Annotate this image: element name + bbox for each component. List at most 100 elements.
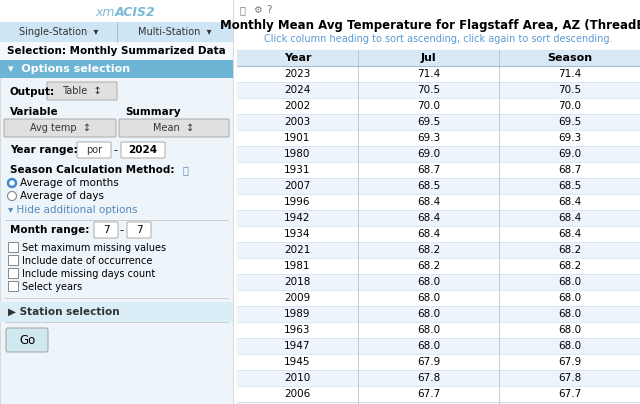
Text: 68.0: 68.0 [417,293,440,303]
Text: Variable: Variable [10,107,59,117]
Text: 💾: 💾 [240,5,246,15]
Text: 69.0: 69.0 [417,149,440,159]
FancyBboxPatch shape [237,50,640,66]
Text: Jul: Jul [420,53,436,63]
Text: 2007: 2007 [284,181,310,191]
FancyBboxPatch shape [0,0,233,404]
Circle shape [10,181,14,185]
Text: 67.9: 67.9 [417,357,440,367]
Text: ⓘ: ⓘ [183,165,189,175]
FancyBboxPatch shape [4,119,116,137]
Text: 2024: 2024 [284,85,310,95]
Text: 7: 7 [102,225,109,235]
FancyBboxPatch shape [237,386,640,402]
FancyBboxPatch shape [237,226,640,242]
Text: 68.5: 68.5 [417,181,440,191]
Text: Set maximum missing values: Set maximum missing values [22,243,166,253]
FancyBboxPatch shape [237,402,640,404]
Text: 1901: 1901 [284,133,310,143]
Text: 68.0: 68.0 [558,293,581,303]
Text: Go: Go [19,333,35,347]
Text: Select years: Select years [22,282,82,292]
FancyBboxPatch shape [237,146,640,162]
Text: 1981: 1981 [284,261,310,271]
FancyBboxPatch shape [237,306,640,322]
Text: 68.2: 68.2 [558,261,581,271]
Text: 69.0: 69.0 [558,149,581,159]
Text: Avg temp  ↕: Avg temp ↕ [29,123,90,133]
FancyBboxPatch shape [127,222,151,238]
FancyBboxPatch shape [121,142,165,158]
FancyBboxPatch shape [237,130,640,146]
Text: ?: ? [266,5,271,15]
Text: 71.4: 71.4 [558,69,581,79]
Text: 69.3: 69.3 [558,133,581,143]
Text: 68.0: 68.0 [558,325,581,335]
FancyBboxPatch shape [237,258,640,274]
Text: 70.0: 70.0 [558,101,581,111]
Text: 69.5: 69.5 [417,117,440,127]
Text: 68.7: 68.7 [558,165,581,175]
FancyBboxPatch shape [237,210,640,226]
Text: Click column heading to sort ascending, click again to sort descending.: Click column heading to sort ascending, … [264,34,612,44]
Text: 68.4: 68.4 [417,229,440,239]
Text: 70.0: 70.0 [417,101,440,111]
Text: 1989: 1989 [284,309,310,319]
Text: 2006: 2006 [284,389,310,399]
Text: Monthly Mean Avg Temperature for Flagstaff Area, AZ (ThreadEx): Monthly Mean Avg Temperature for Flagsta… [220,19,640,32]
FancyBboxPatch shape [8,255,18,265]
FancyBboxPatch shape [0,302,233,322]
Text: Season: Season [547,53,592,63]
Text: Include date of occurrence: Include date of occurrence [22,256,152,266]
Text: -: - [119,225,123,235]
Text: 70.5: 70.5 [558,85,581,95]
Text: Average of months: Average of months [20,178,119,188]
FancyBboxPatch shape [8,242,18,252]
FancyBboxPatch shape [237,50,640,404]
Text: 69.5: 69.5 [558,117,581,127]
Text: -: - [113,145,117,155]
Text: 68.2: 68.2 [417,245,440,255]
Text: 67.7: 67.7 [558,389,581,399]
Circle shape [8,179,17,187]
Text: Season Calculation Method:: Season Calculation Method: [10,165,175,175]
Text: 68.4: 68.4 [417,213,440,223]
FancyBboxPatch shape [237,274,640,290]
Text: 1947: 1947 [284,341,310,351]
Text: xm: xm [95,6,115,19]
Text: 1931: 1931 [284,165,310,175]
Text: 68.0: 68.0 [558,277,581,287]
Text: 68.5: 68.5 [558,181,581,191]
FancyBboxPatch shape [237,114,640,130]
Text: Year range:: Year range: [10,145,77,155]
FancyBboxPatch shape [237,98,640,114]
Text: Average of days: Average of days [20,191,104,201]
FancyBboxPatch shape [0,60,233,78]
FancyBboxPatch shape [8,268,18,278]
FancyBboxPatch shape [0,22,233,42]
FancyBboxPatch shape [237,178,640,194]
FancyBboxPatch shape [0,0,233,22]
Text: Multi-Station  ▾: Multi-Station ▾ [138,27,211,37]
Text: 2024: 2024 [129,145,157,155]
Text: 68.2: 68.2 [558,245,581,255]
FancyBboxPatch shape [237,290,640,306]
FancyBboxPatch shape [119,119,229,137]
Text: 68.4: 68.4 [558,197,581,207]
Text: ⚙: ⚙ [253,5,262,15]
Text: 68.4: 68.4 [558,229,581,239]
Text: 1945: 1945 [284,357,310,367]
FancyBboxPatch shape [237,338,640,354]
Text: 67.9: 67.9 [558,357,581,367]
Text: 1942: 1942 [284,213,310,223]
Text: 68.4: 68.4 [558,213,581,223]
Text: 2009: 2009 [284,293,310,303]
Text: Output:: Output: [10,87,55,97]
Text: 69.3: 69.3 [417,133,440,143]
FancyBboxPatch shape [237,82,640,98]
FancyBboxPatch shape [94,222,118,238]
FancyBboxPatch shape [0,42,233,60]
Text: 71.4: 71.4 [417,69,440,79]
Text: Single-Station  ▾: Single-Station ▾ [19,27,98,37]
Text: 68.0: 68.0 [417,341,440,351]
